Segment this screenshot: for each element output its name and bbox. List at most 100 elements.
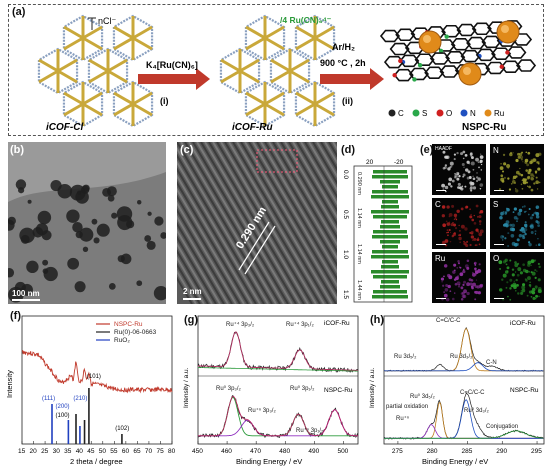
nanoparticle bbox=[136, 280, 143, 287]
eds-signal bbox=[460, 224, 465, 229]
xrd-peak-label: (101) bbox=[87, 374, 101, 380]
eds-signal bbox=[503, 162, 507, 166]
eds-signal bbox=[473, 221, 477, 225]
lattice-fringe bbox=[272, 142, 337, 254]
eds-signal bbox=[502, 153, 506, 157]
eds-signal bbox=[455, 218, 458, 221]
eds-signal bbox=[470, 189, 473, 192]
eds-signal bbox=[517, 152, 520, 156]
graphene-ring bbox=[414, 53, 435, 66]
eds-signal bbox=[475, 157, 479, 162]
framework-strut bbox=[63, 25, 84, 40]
eds-signal bbox=[533, 175, 535, 177]
eds-signal bbox=[530, 259, 535, 263]
eds-signal bbox=[443, 275, 445, 278]
graphene-ring bbox=[456, 23, 477, 37]
eds-signal bbox=[476, 238, 480, 242]
xps-tick-label: 470 bbox=[250, 448, 261, 455]
eds-signal bbox=[499, 166, 504, 171]
profile-bar bbox=[381, 265, 399, 269]
xrd-legend-label: RuO₂ bbox=[114, 337, 130, 344]
eds-signal bbox=[475, 228, 479, 232]
framework-strut bbox=[264, 25, 285, 40]
eds-signal bbox=[514, 261, 517, 264]
xps-tick-label: 490 bbox=[308, 448, 319, 455]
eds-signal bbox=[537, 243, 541, 246]
graphene-ring bbox=[441, 24, 462, 38]
eds-signal bbox=[537, 262, 540, 266]
eds-signal bbox=[453, 292, 456, 294]
eds-signal bbox=[442, 150, 446, 154]
nanoparticle bbox=[146, 240, 156, 250]
eds-signal bbox=[520, 291, 524, 295]
lattice-fringe bbox=[200, 142, 297, 304]
nanoparticle bbox=[42, 259, 49, 266]
eds-signal bbox=[513, 280, 516, 283]
eds-signal bbox=[529, 281, 531, 283]
eds-signal bbox=[449, 231, 452, 234]
eds-signal bbox=[523, 210, 526, 213]
eds-signal bbox=[535, 244, 538, 246]
eds-signal bbox=[530, 177, 534, 181]
eds-signal bbox=[536, 161, 539, 164]
eds-signal bbox=[447, 182, 451, 186]
eds-signal bbox=[535, 176, 538, 179]
ru-cluster-highlight bbox=[463, 67, 471, 75]
eds-scale-bar bbox=[436, 189, 446, 191]
profile-bar bbox=[380, 180, 400, 184]
eds-signal bbox=[447, 167, 451, 171]
profile-bar bbox=[380, 240, 400, 244]
xrd-tick-label: 40 bbox=[76, 448, 84, 455]
framework-strut bbox=[63, 102, 84, 117]
eds-signal bbox=[468, 176, 472, 179]
eds-signal bbox=[537, 278, 541, 282]
lattice-fringe bbox=[177, 146, 269, 304]
eds-signal bbox=[538, 265, 541, 269]
eds-signal bbox=[524, 223, 528, 228]
eds-signal bbox=[451, 297, 455, 301]
eds-signal bbox=[448, 275, 453, 280]
eds-signal bbox=[457, 262, 460, 265]
lattice-fringe bbox=[177, 228, 221, 304]
lattice-fringe bbox=[232, 142, 329, 304]
lattice-fringe bbox=[276, 142, 337, 247]
graphene-ring bbox=[481, 35, 502, 49]
nanoparticle bbox=[91, 218, 98, 225]
eds-signal bbox=[479, 283, 484, 288]
eds-signal bbox=[462, 283, 465, 286]
eds-signal bbox=[475, 180, 479, 183]
lattice-fringe bbox=[192, 142, 289, 304]
eds-signal bbox=[515, 158, 519, 163]
eds-signal bbox=[525, 279, 528, 282]
xrd-legend-label: Ru(0)-06-0663 bbox=[114, 329, 157, 336]
eds-signal bbox=[509, 259, 512, 262]
eds-signal bbox=[535, 215, 540, 219]
graphene-ring bbox=[408, 67, 429, 81]
eds-signal bbox=[445, 220, 448, 223]
eds-signal bbox=[499, 288, 503, 292]
eds-signal bbox=[479, 153, 482, 155]
s-atom bbox=[412, 77, 417, 82]
fringe-marker bbox=[244, 225, 276, 275]
profile-bar bbox=[371, 210, 409, 214]
eds-signal bbox=[454, 216, 457, 219]
eds-signal bbox=[511, 179, 516, 184]
eds-signal bbox=[478, 243, 481, 246]
eds-signal bbox=[533, 212, 535, 215]
eds-signal bbox=[524, 221, 527, 223]
eds-scale-bar bbox=[494, 297, 504, 299]
eds-signal bbox=[445, 155, 449, 159]
profile-bar bbox=[381, 220, 399, 224]
eds-signal bbox=[469, 152, 473, 155]
xps-ru-top-fit bbox=[198, 331, 359, 371]
eds-signal bbox=[524, 161, 528, 164]
xps-annotation: Ru⁺ⁿ 3p₃/₂ bbox=[248, 407, 276, 414]
eds-signal bbox=[531, 287, 536, 292]
eds-signal bbox=[465, 168, 469, 172]
xrd-peak-label: (210) bbox=[73, 396, 87, 402]
framework-strut bbox=[314, 102, 335, 117]
eds-signal bbox=[466, 282, 471, 287]
lattice-fringe bbox=[177, 208, 233, 304]
profile-bar bbox=[372, 250, 408, 254]
eds-signal bbox=[445, 284, 449, 287]
